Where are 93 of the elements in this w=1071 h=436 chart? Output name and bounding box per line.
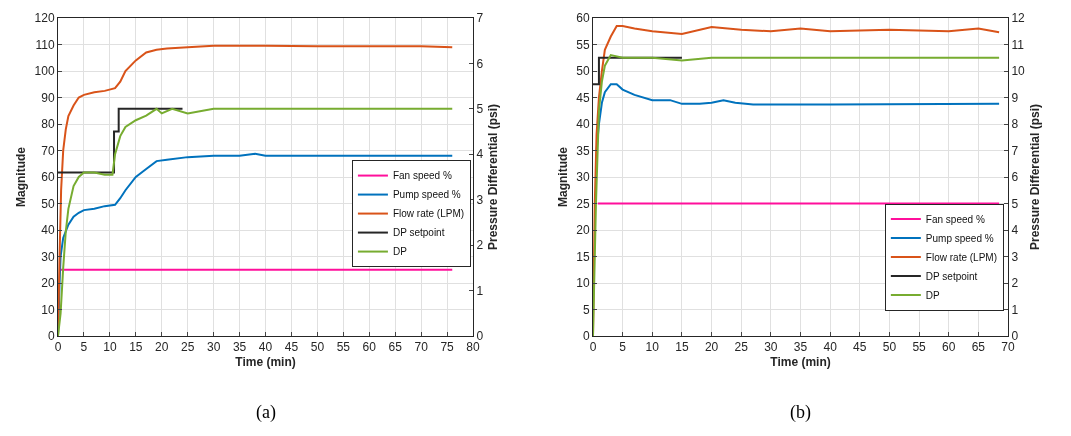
x-tick-label: 50	[310, 340, 325, 355]
text: (b)	[790, 402, 811, 423]
x-tick-label: 50	[882, 340, 897, 355]
x-tick-label: 40	[823, 340, 838, 355]
legend-label: Fan speed %	[925, 213, 985, 225]
x-tick-label: 35	[232, 340, 247, 355]
y-tick-label: 70	[41, 143, 55, 158]
legend-label: DP setpoint	[392, 227, 445, 239]
y-tick-label: 20	[41, 276, 55, 291]
y-tick-label: 40	[576, 117, 590, 132]
y2-tick-label: 10	[1011, 64, 1026, 79]
y2-tick-label: 7	[1011, 143, 1019, 158]
legend-label: DP	[925, 289, 941, 301]
x-tick-label: 15	[675, 340, 689, 355]
y-tick-label: 100	[34, 64, 55, 79]
x-axis-title: Time (min)	[770, 355, 831, 370]
y-tick-label: 50	[41, 196, 55, 211]
y-tick-label: 5	[582, 302, 590, 317]
y2-tick-label: 6	[1011, 170, 1019, 185]
y2-tick-label: 3	[476, 192, 484, 207]
x-axis-title: Time (min)	[235, 355, 296, 370]
legend-label: Pump speed %	[925, 232, 994, 244]
x-tick-label: 80	[466, 340, 480, 355]
legend-label: Flow rate (LPM)	[925, 251, 997, 263]
x-tick-label: 55	[912, 340, 927, 355]
x-tick-label: 25	[734, 340, 749, 355]
y-tick-label: 30	[576, 170, 590, 185]
y-axis-title: Magnitude	[13, 146, 28, 207]
x-tick-label: 20	[155, 340, 169, 355]
x-tick-label: 10	[645, 340, 660, 355]
x-tick-label: 45	[284, 340, 299, 355]
y-tick-label: 10	[576, 276, 590, 291]
y2-tick-label: 4	[1011, 223, 1019, 238]
x-tick-label: 65	[971, 340, 986, 355]
y2-tick-label: 2	[476, 238, 484, 253]
x-tick-label: 75	[440, 340, 455, 355]
y-tick-label: 45	[576, 90, 590, 105]
y2-tick-label: 12	[1011, 11, 1026, 26]
y-tick-label: 25	[576, 196, 590, 211]
y-tick-label: 90	[41, 90, 55, 105]
y-tick-label: 80	[41, 117, 55, 132]
x-tick-label: 35	[793, 340, 808, 355]
y2-tick-label: 6	[476, 56, 484, 71]
y-tick-label: 55	[576, 37, 590, 52]
y2-axis-title: Pressure Differential (psi)	[1027, 103, 1042, 251]
y2-tick-label: 5	[476, 102, 484, 117]
y-tick-label: 20	[576, 223, 590, 238]
x-tick-label: 45	[853, 340, 867, 355]
y-tick-label: 40	[41, 223, 55, 238]
legend-label: Fan speed %	[392, 170, 452, 182]
legend-label: DP setpoint	[925, 270, 978, 282]
legend-label: Pump speed %	[392, 189, 461, 201]
legend-label: Flow rate (LPM)	[392, 208, 465, 220]
x-tick-label: 20	[704, 340, 719, 355]
y2-tick-label: 9	[1011, 90, 1019, 105]
x-tick-label: 60	[942, 340, 956, 355]
x-tick-label: 30	[764, 340, 778, 355]
x-tick-label: 10	[103, 340, 117, 355]
x-tick-label: 55	[336, 340, 351, 355]
y2-tick-label: 8	[1011, 117, 1019, 132]
y-tick-label: 50	[576, 64, 590, 79]
y-tick-label: 30	[41, 249, 55, 264]
y2-tick-label: 1	[476, 283, 484, 298]
x-tick-label: 25	[181, 340, 195, 355]
legend-label: DP	[392, 246, 408, 258]
y2-axis-title: Pressure Differential (psi)	[486, 103, 501, 251]
x-tick-label: 65	[388, 340, 403, 355]
y-axis-title: Magnitude	[555, 146, 570, 207]
y2-tick-label: 4	[476, 147, 484, 162]
y2-tick-label: 7	[476, 11, 484, 26]
y-tick-label: 0	[582, 329, 590, 344]
x-tick-label: 30	[206, 340, 221, 355]
y-tick-label: 15	[576, 249, 590, 264]
y-tick-label: 110	[35, 37, 55, 52]
y-tick-label: 0	[47, 329, 55, 344]
y2-tick-label: 1	[1011, 302, 1019, 317]
y2-tick-label: 2	[1011, 276, 1019, 291]
x-tick-label: 70	[414, 340, 429, 355]
x-tick-label: 60	[362, 340, 377, 355]
y-tick-label: 60	[41, 170, 55, 185]
x-tick-label: 5	[619, 340, 627, 355]
x-tick-label: 15	[129, 340, 143, 355]
text: (a)	[256, 402, 276, 423]
y-tick-label: 10	[41, 302, 55, 317]
x-tick-label: 40	[258, 340, 273, 355]
y2-tick-label: 3	[1011, 249, 1019, 264]
y2-tick-label: 11	[1011, 37, 1025, 52]
y2-tick-label: 5	[1011, 196, 1019, 211]
x-tick-label: 70	[1001, 340, 1015, 355]
y-tick-label: 60	[576, 11, 590, 26]
x-tick-label: 5	[80, 340, 88, 355]
y-tick-label: 35	[576, 143, 590, 158]
y-tick-label: 120	[34, 11, 55, 26]
